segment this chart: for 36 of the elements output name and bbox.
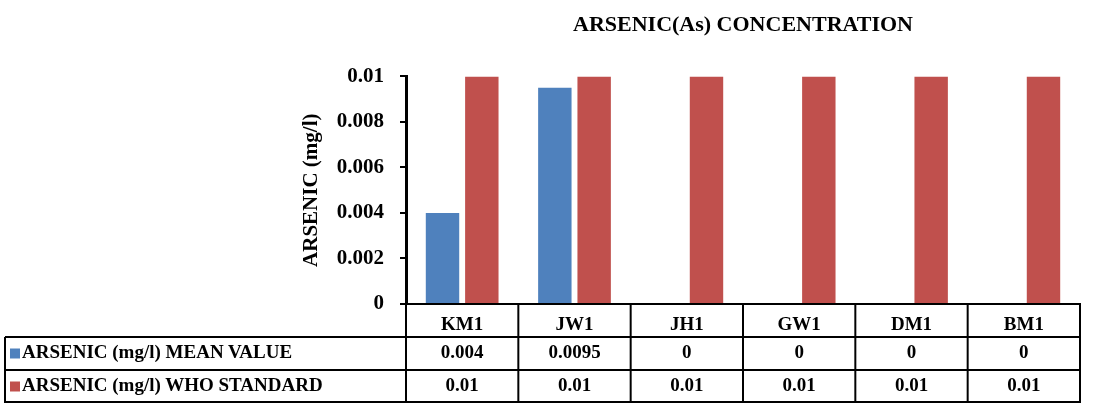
bar bbox=[914, 76, 948, 303]
bar bbox=[689, 76, 724, 303]
y-tick-label: 0.002 bbox=[336, 244, 384, 269]
y-tick-label: 0.004 bbox=[336, 199, 385, 224]
bar bbox=[465, 76, 499, 303]
data-label: 0.01 bbox=[445, 374, 479, 396]
x-tick-label: BM1 bbox=[1003, 313, 1044, 335]
data-label: 0.01 bbox=[1007, 374, 1041, 396]
data-label: 0.01 bbox=[670, 374, 704, 396]
bar bbox=[577, 76, 611, 303]
y-tick-label: 0.008 bbox=[336, 108, 384, 133]
x-tick-label: KM1 bbox=[441, 313, 484, 335]
data-label: 0.0095 bbox=[548, 341, 601, 363]
bar bbox=[538, 87, 572, 303]
bar bbox=[425, 212, 460, 303]
bar bbox=[1026, 76, 1061, 303]
y-axis-title: ARSENIC (mg/l) bbox=[298, 113, 323, 267]
y-tick-label: 0.006 bbox=[336, 153, 384, 178]
bar bbox=[802, 76, 836, 303]
legend-label: ARSENIC (mg/l) WHO STANDARD bbox=[22, 374, 323, 397]
x-tick-label: DM1 bbox=[890, 313, 933, 335]
data-label: 0 bbox=[1019, 341, 1029, 363]
chart-title: ARSENIC(As) CONCENTRATION bbox=[572, 10, 914, 36]
x-tick-label: GW1 bbox=[777, 313, 821, 335]
data-label: 0 bbox=[906, 341, 917, 363]
data-label: 0 bbox=[682, 341, 692, 363]
x-tick-label: JH1 bbox=[669, 313, 704, 335]
y-tick-label: 0 bbox=[373, 290, 384, 315]
legend-label: ARSENIC (mg/l) MEAN VALUE bbox=[22, 341, 293, 364]
y-tick-label: 0.01 bbox=[347, 62, 384, 87]
data-label: 0.01 bbox=[557, 374, 592, 396]
data-label: 0.004 bbox=[440, 341, 485, 363]
data-label: 0.01 bbox=[782, 374, 816, 396]
data-label: 0.01 bbox=[894, 374, 929, 396]
data-label: 0 bbox=[794, 341, 804, 363]
x-tick-label: JW1 bbox=[555, 313, 594, 335]
